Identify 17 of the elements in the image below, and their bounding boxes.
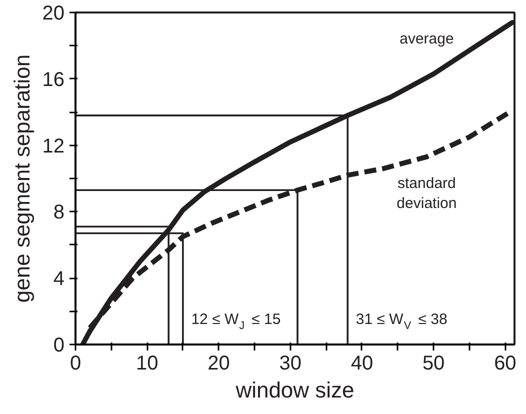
x-axis-title: window size — [234, 378, 354, 402]
x-tick-label: 50 — [422, 352, 445, 374]
x-tick-label: 10 — [136, 352, 158, 374]
y-tick-label: 0 — [53, 334, 64, 356]
x-tick-label: 0 — [70, 352, 82, 374]
y-tick-label: 16 — [42, 68, 65, 91]
y-tick-label: 8 — [53, 202, 64, 224]
series-label: standard deviation — [396, 174, 457, 212]
x-tick-label: 60 — [494, 352, 516, 374]
series-label: average — [400, 30, 454, 48]
y-tick-label: 4 — [53, 268, 64, 290]
x-tick-label: 30 — [279, 352, 302, 374]
x-tick-label: 40 — [350, 352, 374, 374]
y-tick-label: 12 — [42, 135, 65, 158]
x-tick-label: 20 — [208, 352, 230, 374]
y-axis-title: gene segment separation — [9, 54, 34, 303]
y-tick-label: 20 — [42, 2, 65, 24]
